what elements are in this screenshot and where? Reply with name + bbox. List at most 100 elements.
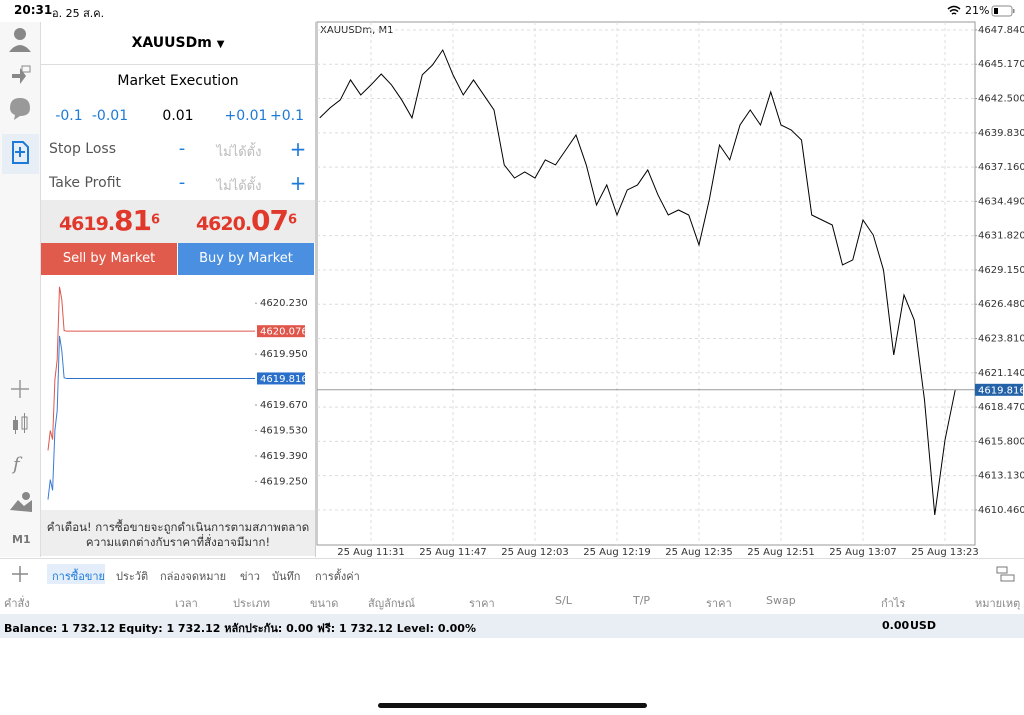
stop-loss-minus[interactable]: - — [178, 138, 186, 159]
column-header: S/L — [555, 594, 572, 607]
layout-button[interactable] — [996, 565, 1016, 583]
column-header: กำไร — [881, 597, 906, 610]
y-tick-label: 4637.160 — [978, 162, 1024, 173]
tab[interactable]: การซื้อขาย — [52, 570, 105, 583]
price-tag — [257, 325, 305, 338]
column-header: เวลา — [175, 597, 198, 610]
y-tick-label: 4620.230 — [260, 298, 308, 309]
column-header: หมายเหตุ — [975, 597, 1021, 610]
y-tick-label: 4629.150 — [978, 265, 1024, 276]
price-line-series — [47, 286, 67, 451]
price-line-series — [47, 335, 67, 500]
y-tick-label: 4642.500 — [978, 94, 1024, 105]
price-tag-label: 4620.076 — [260, 327, 308, 338]
battery: 21% — [965, 4, 990, 17]
volume-step[interactable]: -0.01 — [91, 108, 129, 124]
column-header: T/P — [633, 594, 651, 607]
x-tick-label: 25 Aug 11:47 — [419, 547, 486, 558]
bid-big: 81 — [114, 204, 152, 237]
y-tick-label: 4621.140 — [978, 368, 1024, 379]
tab[interactable]: บันทึก — [272, 570, 301, 583]
tab[interactable]: ข่าว — [240, 570, 260, 583]
tool-icons[interactable]: f — [0, 22, 40, 557]
y-tick-label: 4631.820 — [978, 231, 1024, 242]
y-tick-label: 4647.840 — [978, 25, 1024, 36]
y-tick-label: 4623.810 — [978, 334, 1024, 345]
y-tick-label: 4615.800 — [978, 436, 1024, 447]
column-header: Swap — [766, 594, 796, 607]
tab[interactable]: ประวัติ — [116, 570, 149, 583]
y-tick-label: 4618.470 — [978, 402, 1024, 413]
balance-summary: Balance: 1 732.12 Equity: 1 732.12 หลักป… — [4, 622, 476, 635]
x-tick-label: 25 Aug 13:23 — [911, 547, 978, 558]
timeframe[interactable]: M1 — [12, 533, 31, 546]
profit: 0.00 — [882, 619, 910, 632]
y-tick-label: 4619.530 — [260, 425, 308, 436]
column-header: ราคา — [706, 597, 732, 610]
y-tick-label: 4634.490 — [978, 196, 1024, 207]
y-tick-label: 4619.390 — [260, 451, 308, 462]
ask-small: 6 — [288, 212, 297, 228]
date: อ. 25 ส.ค. — [52, 7, 105, 20]
x-tick-label: 25 Aug 13:07 — [829, 547, 896, 558]
y-tick-label: 4639.830 — [978, 128, 1024, 139]
take-profit-minus[interactable]: - — [178, 172, 186, 193]
price-tag-label: 4619.816 — [978, 385, 1024, 396]
plot-area — [316, 21, 976, 546]
stop-loss-plus[interactable]: + — [289, 137, 307, 161]
warning-line: คำเตือน! การซื้อขายจะถูกดำเนินการตามสภาพ… — [46, 520, 310, 534]
column-header: คำสั่ง — [4, 597, 30, 610]
execution-type[interactable]: Market Execution — [117, 73, 239, 89]
currency: USD — [910, 619, 936, 632]
price-tag — [975, 383, 1023, 396]
ask-big: 07 — [251, 204, 289, 237]
warning-box — [41, 510, 315, 556]
time: 20:31 — [14, 3, 53, 17]
warning-line: ความแตกต่างกับราคาที่สั่งอาจมีมาก! — [85, 535, 271, 549]
price-tag-label: 4619.816 — [260, 374, 308, 385]
price-box — [41, 200, 315, 243]
y-tick-label: 4613.130 — [978, 471, 1024, 482]
y-tick-label: 4645.170 — [978, 59, 1024, 70]
column-header: สัญลักษณ์ — [368, 597, 415, 610]
x-tick-label: 25 Aug 11:31 — [337, 547, 404, 558]
volume-step[interactable]: +0.1 — [270, 108, 304, 124]
take-profit-plus[interactable]: + — [289, 171, 307, 195]
price-line-series — [319, 48, 956, 516]
buy-button[interactable]: Buy by Market — [178, 243, 314, 275]
bid-small: 6 — [151, 212, 160, 228]
volume-step[interactable]: -0.1 — [55, 108, 83, 124]
stop-loss-value[interactable]: ไม่ได้ตั้ง — [216, 145, 262, 160]
column-header: ราคา — [469, 597, 495, 610]
column-header: ขนาด — [310, 597, 339, 610]
x-tick-label: 25 Aug 12:19 — [583, 547, 650, 558]
take-profit-value[interactable]: ไม่ได้ตั้ง — [216, 179, 262, 194]
chart-title: XAUUSDm, M1 — [320, 25, 393, 36]
column-header: ประเภท — [233, 597, 271, 610]
tab[interactable]: กล่องจดหมาย — [160, 570, 227, 583]
symbol[interactable]: XAUUSDm ▼ — [131, 35, 225, 51]
divider — [0, 558, 1024, 559]
volume-step[interactable]: +0.01 — [224, 108, 268, 124]
status-icons — [947, 5, 1015, 17]
take-profit-label: Take Profit — [49, 175, 122, 191]
volume[interactable]: 0.01 — [162, 108, 194, 124]
bid-main: 4619. — [58, 213, 115, 235]
order-panel — [41, 22, 316, 557]
y-tick-label: 4619.950 — [260, 349, 308, 360]
charts: XAUUSDm, M1 4647.840 4645.170 4642.500 4639.… — [47, 21, 1024, 558]
price-tag — [257, 372, 305, 385]
x-tick-label: 25 Aug 12:51 — [747, 547, 814, 558]
ask-price: 4620.076 — [195, 204, 297, 237]
ask-main: 4620. — [195, 213, 252, 235]
tab[interactable]: การตั้งค่า — [315, 570, 360, 583]
y-tick-label: 4619.250 — [260, 476, 308, 487]
symbol-name: XAUUSDm — [131, 35, 212, 51]
sell-button[interactable]: Sell by Market — [41, 243, 177, 275]
y-tick-label: 4610.460 — [978, 505, 1024, 516]
stop-loss-label: Stop Loss — [49, 141, 116, 157]
bid-price: 4619.816 — [58, 204, 160, 237]
y-tick-label: 4626.480 — [978, 299, 1024, 310]
add-button[interactable] — [10, 565, 30, 583]
